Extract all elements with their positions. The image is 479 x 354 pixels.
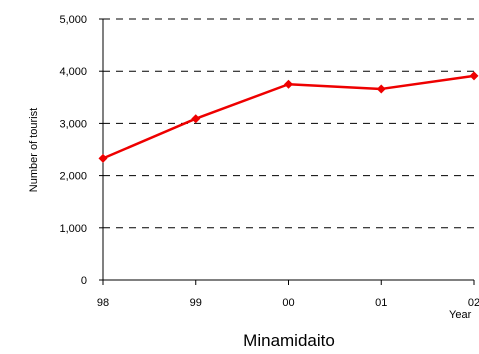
- y-tick-label: 0: [81, 275, 87, 287]
- data-point: [376, 84, 386, 94]
- data-point: [284, 79, 293, 89]
- gridlines: [103, 18, 476, 229]
- y-axis-title: Number of tourist: [28, 108, 40, 192]
- y-tick-label: 2,000: [59, 171, 87, 183]
- x-tick-labels: 98 99 00 01 02: [97, 280, 479, 309]
- x-axis-title: Year: [449, 309, 472, 321]
- x-tick-label: 00: [282, 297, 294, 309]
- y-tick-label: 4,000: [59, 66, 87, 78]
- y-tick-label: 3,000: [59, 118, 87, 130]
- x-tick-label: 98: [97, 297, 109, 309]
- data-point: [191, 114, 201, 124]
- chart-title: Minamidaito: [243, 331, 335, 350]
- x-tick-label: 01: [375, 297, 387, 309]
- y-tick-labels: 0 1,000 2,000 3,000 4,000 5,000: [59, 14, 103, 287]
- x-tick-label: 02: [468, 297, 479, 309]
- x-tick-label: 99: [190, 297, 202, 309]
- series: [98, 71, 479, 163]
- axes: [102, 19, 474, 281]
- data-point: [469, 71, 479, 81]
- y-tick-label: 1,000: [59, 223, 87, 235]
- data-point: [98, 153, 108, 163]
- y-tick-label: 5,000: [59, 14, 87, 26]
